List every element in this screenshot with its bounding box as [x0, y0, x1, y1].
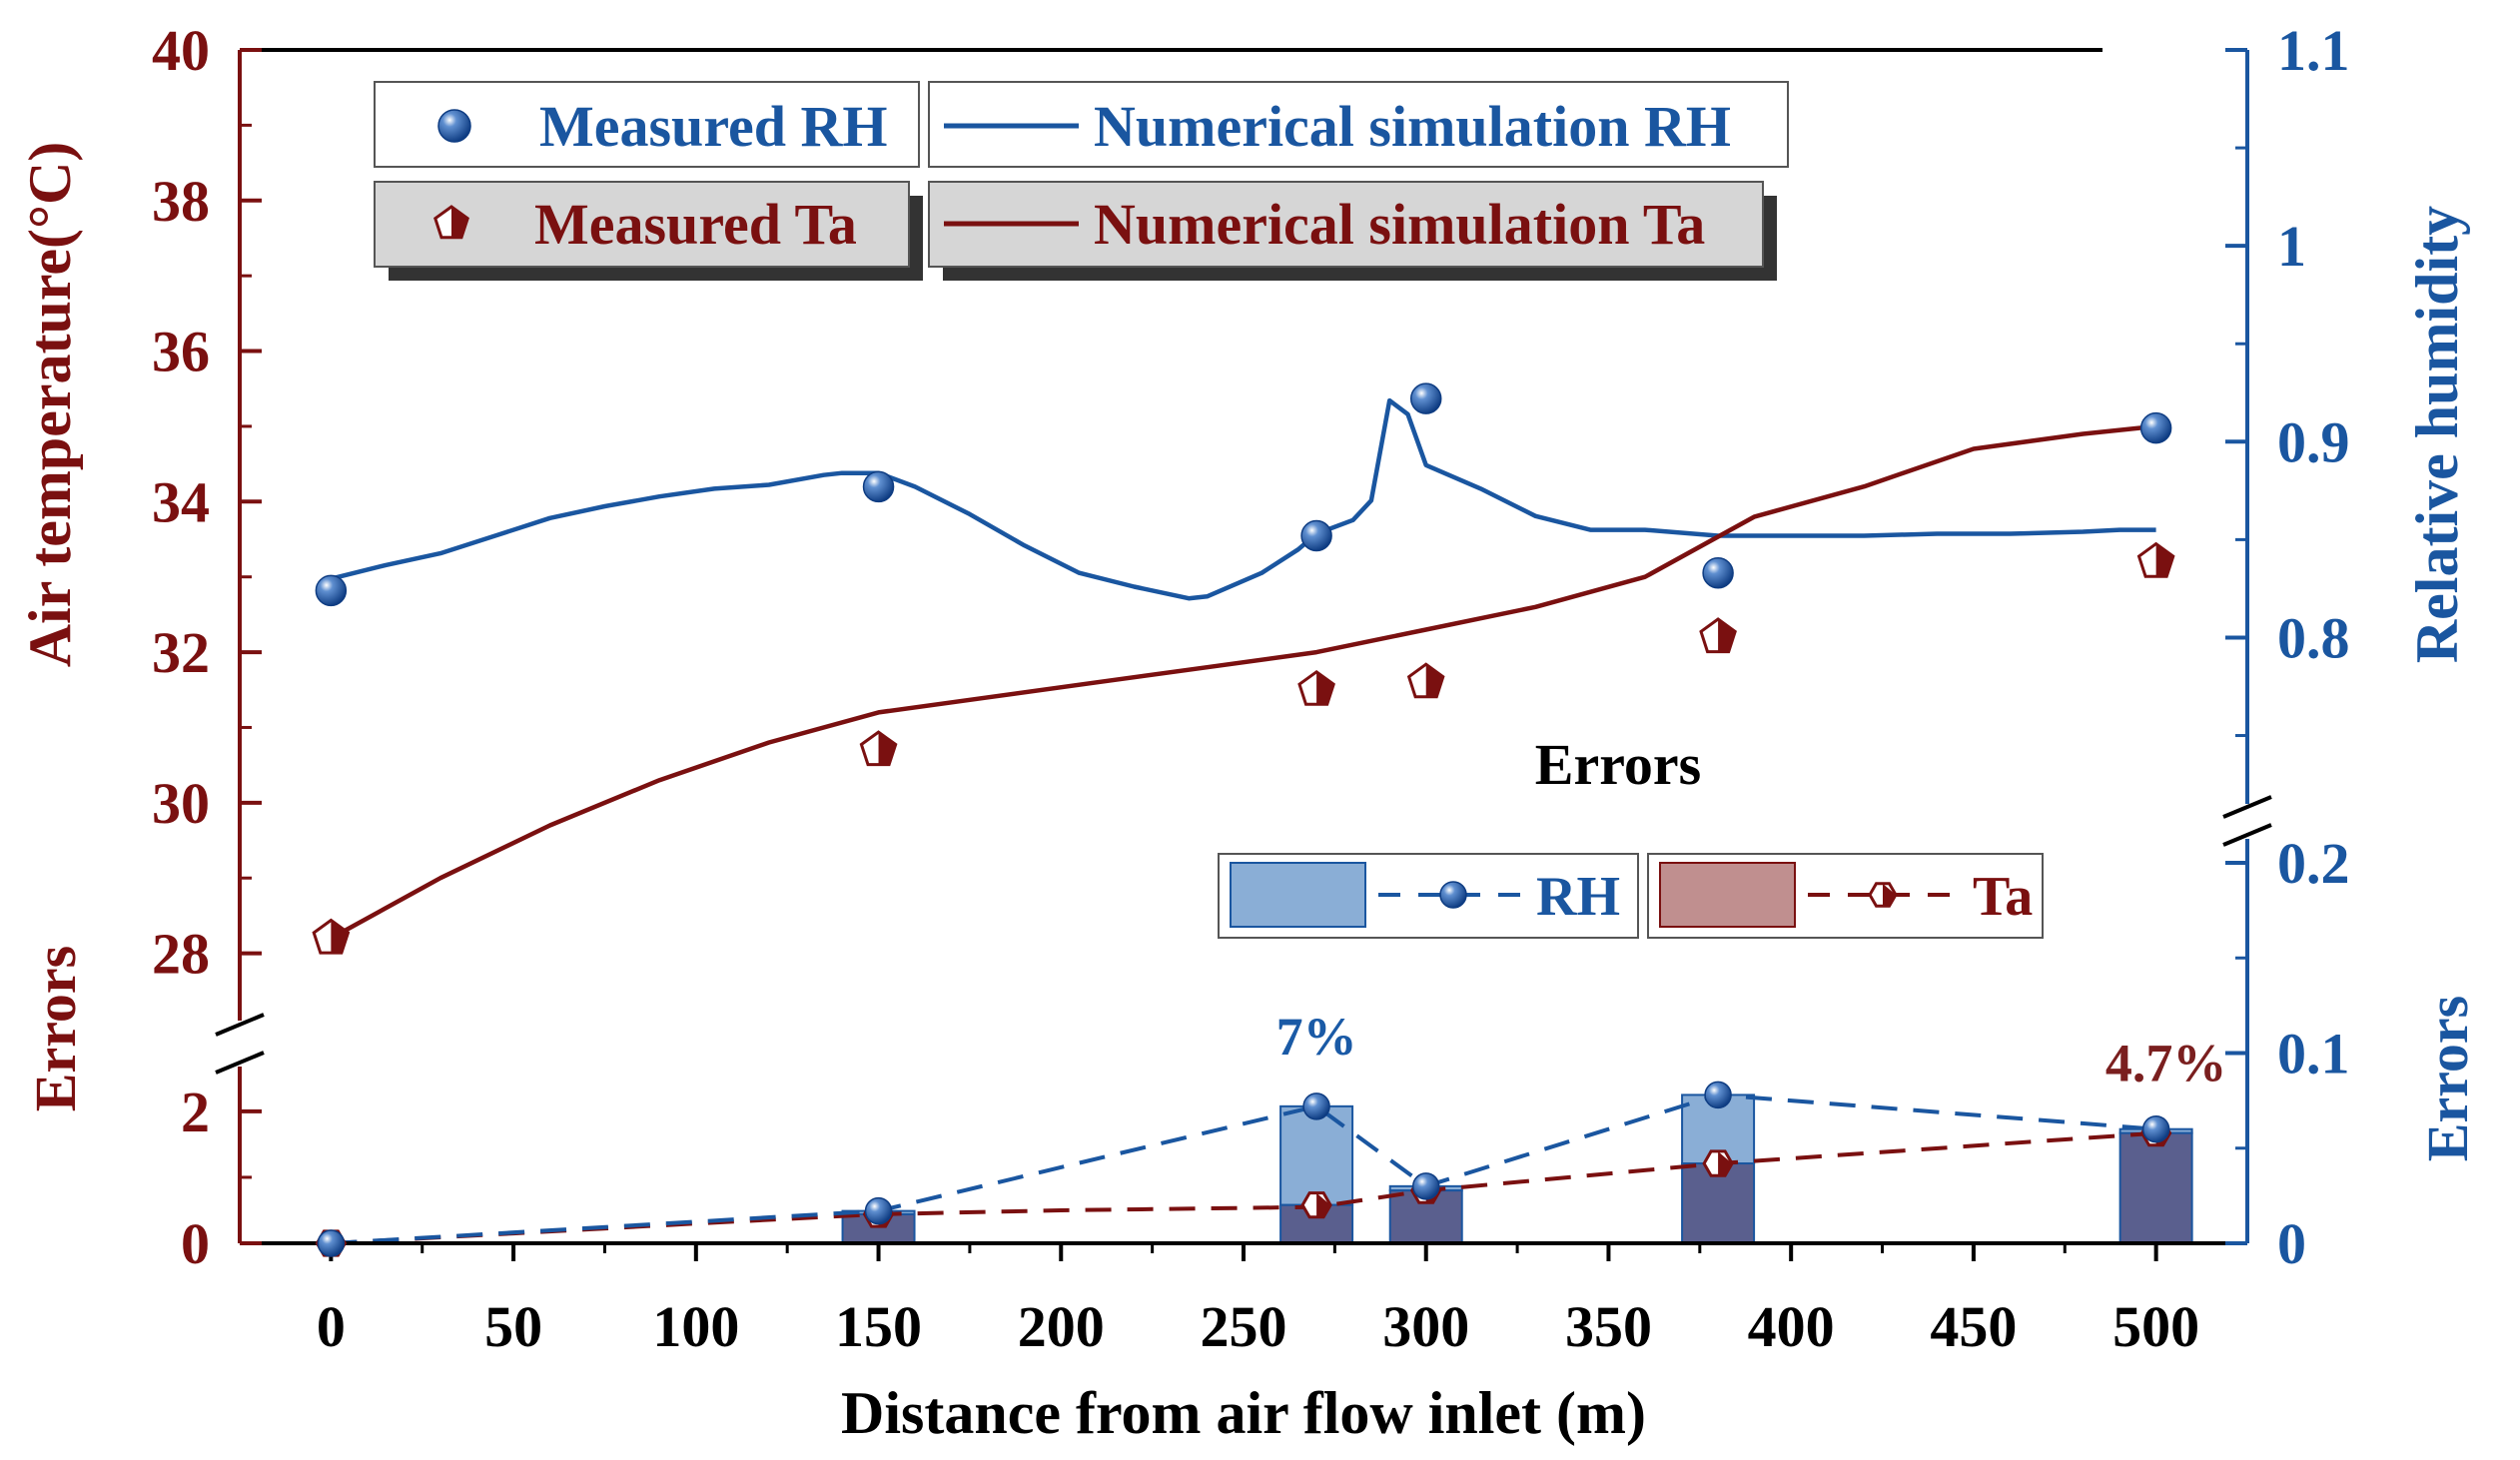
x-tick-label: 450	[1930, 1294, 2017, 1359]
rh-error-dashed-line	[331, 1093, 2156, 1245]
rh-tick-label: 1.1	[2277, 18, 2350, 83]
x-axis-title: Distance from air flow inlet (m)	[841, 1380, 1646, 1446]
rh-error-tick-label: 0	[2277, 1211, 2306, 1276]
rh-simulation-line	[330, 397, 2156, 601]
ta-pentagon-shade	[2155, 543, 2173, 577]
ta-pentagon-marker	[312, 918, 351, 955]
ta-tick-label: 30	[152, 771, 210, 836]
rh-sphere-marker	[317, 1229, 346, 1257]
rh-error-tick-label: 0.2	[2277, 831, 2350, 896]
ta-axis-title: Air temperature(°C)	[17, 142, 83, 668]
rh-sphere-marker	[1300, 519, 1332, 552]
ta-pentagon-marker	[1406, 662, 1445, 699]
x-tick-label: 300	[1382, 1294, 1469, 1359]
rh-sphere-marker	[437, 109, 471, 143]
ta-pentagon-shade	[451, 207, 468, 238]
x-tick-label: 350	[1565, 1294, 1652, 1359]
ta-pentagon-marker	[2136, 541, 2175, 578]
x-tick-label: 250	[1201, 1294, 1287, 1359]
rh-sphere-marker	[1409, 382, 1442, 414]
rh-sphere-marker	[1411, 1172, 1440, 1200]
rh-error-bar	[1279, 1104, 1354, 1206]
legend-label-sim-ta: Numerical simulation Ta	[1094, 192, 1705, 257]
ta-pentagon-shade	[1718, 619, 1736, 652]
ta-pentagon-shade	[878, 732, 896, 765]
ta-error-marker-shade	[1883, 883, 1896, 907]
series-lines-layer	[330, 397, 2156, 1245]
x-tick-label: 50	[484, 1294, 542, 1359]
rh-sphere-marker	[864, 1196, 893, 1225]
ta-pentagon-marker	[1699, 617, 1737, 654]
ta-pentagon-shade	[1425, 664, 1443, 697]
ta-error-marker-shade	[1316, 1192, 1331, 1217]
ta-error-marker	[1868, 882, 1898, 908]
x-tick-label: 200	[1018, 1294, 1105, 1359]
ta-tick-label: 36	[152, 320, 210, 384]
legend-swatch-ta-error	[1659, 862, 1796, 928]
rh-sphere-marker	[1302, 1093, 1330, 1120]
x-tick-label: 0	[317, 1294, 346, 1359]
left-axis-break	[215, 1013, 265, 1075]
legend-label-ta-error: Ta	[1973, 866, 2033, 928]
rh-sphere-marker	[1702, 556, 1734, 589]
ta-pentagon-shade	[1316, 671, 1334, 705]
rh-tick-label: 0.8	[2277, 605, 2350, 670]
ta-simulation-line	[330, 423, 2156, 941]
errors-inner-title: Errors	[1535, 732, 1701, 797]
ta-error-tick-label: 0	[181, 1211, 210, 1276]
markers-layer	[312, 382, 2175, 1257]
ta-error-tick-label: 2	[181, 1080, 210, 1144]
right-axis-break	[2222, 795, 2272, 847]
rh-sphere-marker	[1439, 881, 1467, 909]
x-tick-label: 500	[2112, 1294, 2199, 1359]
legend-label-measured-rh: Measured RH	[539, 94, 888, 159]
ta-tick-label: 40	[152, 18, 210, 83]
rh-tick-label: 1	[2277, 214, 2306, 279]
x-tick-label: 100	[652, 1294, 739, 1359]
legend-label-rh-error: RH	[1536, 866, 1620, 928]
rh-error-tick-label: 0.1	[2277, 1022, 2350, 1087]
x-tick-label: 400	[1748, 1294, 1835, 1359]
overlap-error-bar	[2118, 1131, 2193, 1245]
ta-pentagon-shade	[331, 920, 349, 954]
legend-label-sim-rh: Numerical simulation RH	[1094, 94, 1731, 159]
rh-sphere-marker	[315, 574, 348, 607]
ta-pentagon-marker	[1297, 669, 1335, 706]
ta-tick-label: 38	[152, 169, 210, 234]
annotation-label: 7%	[1276, 1007, 1357, 1067]
x-tick-label: 150	[835, 1294, 922, 1359]
annotation-label: 4.7%	[2105, 1034, 2227, 1094]
rh-sphere-marker	[2141, 1114, 2170, 1143]
ta-error-marker-shade	[1718, 1151, 1733, 1176]
ta-error-axis-title: Errors	[23, 946, 88, 1111]
ta-tick-label: 28	[152, 922, 210, 987]
rh-axis-title: Relative humidity	[2404, 206, 2470, 663]
ta-tick-label: 32	[152, 620, 210, 685]
axes-layer	[215, 48, 2272, 1261]
ta-error-marker	[1702, 1149, 1734, 1177]
ta-pentagon-marker	[859, 730, 898, 767]
ta-error-dashed-line	[331, 1130, 2156, 1245]
ta-pentagon-marker	[433, 205, 469, 240]
ta-error-marker	[1300, 1191, 1332, 1219]
rh-sphere-marker	[862, 470, 895, 503]
ta-tick-label: 34	[152, 469, 210, 534]
legend-layer: Measured RH Numerical simulation RH Measur…	[374, 81, 2044, 939]
rh-tick-label: 0.9	[2277, 409, 2350, 474]
rh-sphere-marker	[1704, 1081, 1732, 1109]
legend-swatch-rh-error	[1230, 862, 1366, 928]
rh-sphere-marker	[2139, 411, 2172, 444]
legend-label-measured-ta: Measured Ta	[534, 192, 857, 257]
rh-error-axis-title: Errors	[2415, 996, 2480, 1161]
